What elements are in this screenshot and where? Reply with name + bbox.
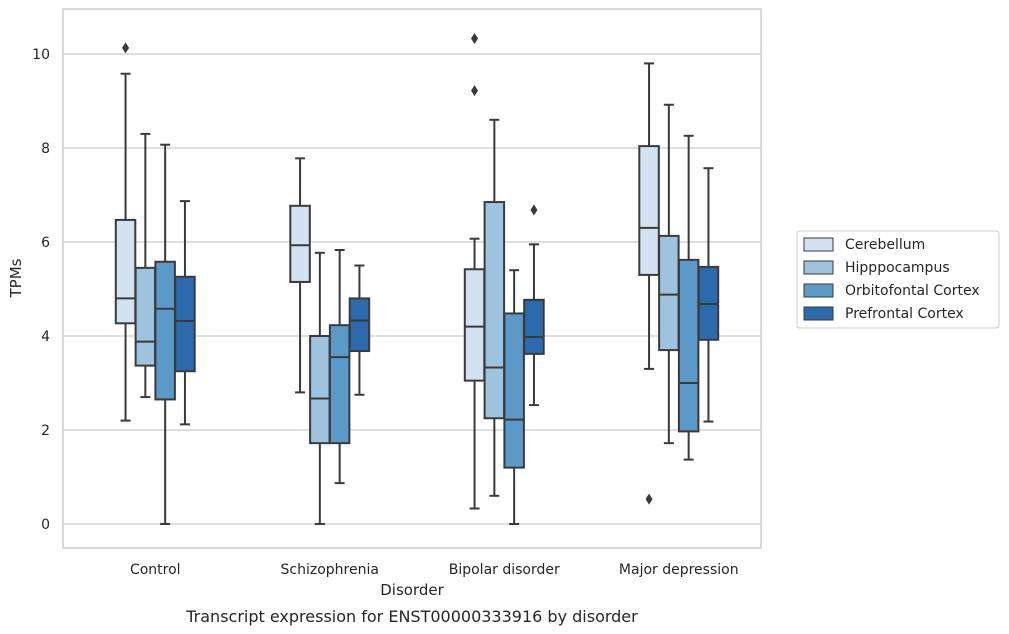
legend-label: Prefrontal Cortex — [845, 306, 964, 322]
box-body — [348, 297, 371, 353]
box-prefrontal-cortex-3 — [697, 167, 720, 423]
x-tick-label: Bipolar disorder — [449, 562, 560, 578]
x-tick-label: Schizophrenia — [281, 562, 379, 578]
outlier-point — [122, 42, 130, 54]
box-prefrontal-cortex-1 — [348, 264, 371, 396]
box-cerebellum-2 — [463, 32, 486, 510]
box-hipppocampus-2 — [483, 118, 506, 497]
x-tick-labels: Control Schizophrenia Bipolar disorder Majo… — [130, 562, 739, 578]
plot-frame — [62, 8, 762, 549]
box-body — [174, 275, 196, 373]
box-body — [114, 218, 137, 325]
box-body — [309, 335, 331, 445]
y-tick-labels: 0 2 4 6 8 10 — [32, 47, 50, 533]
box-body — [134, 266, 157, 367]
legend: Cerebellum Hipppocampus Orbitofontal Corte… — [796, 230, 1000, 329]
box-prefrontal-cortex-2 — [523, 204, 545, 407]
outlier-point — [530, 204, 538, 216]
legend-swatch — [803, 237, 834, 252]
legend-swatch — [803, 306, 834, 321]
y-tick-label: 10 — [32, 47, 50, 63]
box-body — [523, 298, 545, 355]
box-orbitofontal-cortex-0 — [154, 143, 176, 525]
legend-swatch — [803, 260, 834, 275]
outlier-point — [471, 32, 479, 44]
outlier-point — [471, 85, 479, 97]
chart-caption: Transcript expression for ENST0000033391… — [185, 607, 638, 626]
box-body — [658, 234, 680, 352]
y-tick-label: 2 — [41, 423, 50, 439]
outlier-point — [645, 493, 653, 505]
y-tick-label: 6 — [41, 235, 50, 251]
legend-swatch — [803, 283, 834, 298]
box-body — [638, 145, 660, 276]
y-tick-label: 4 — [41, 329, 50, 345]
box-cerebellum-0 — [114, 42, 137, 422]
box-cerebellum-3 — [638, 62, 660, 505]
box-body — [328, 324, 351, 445]
box-cerebellum-1 — [289, 157, 311, 394]
legend-label: Orbitofontal Cortex — [845, 283, 980, 299]
legend-label: Hipppocampus — [845, 260, 950, 276]
legend-frame — [796, 230, 1000, 329]
box-hipppocampus-0 — [134, 132, 157, 399]
legend-label: Cerebellum — [845, 237, 925, 253]
y-tick-label: 0 — [41, 517, 50, 533]
box-body — [503, 312, 525, 469]
box-orbitofontal-cortex-2 — [503, 269, 525, 525]
box-body — [463, 268, 486, 382]
box-body — [154, 260, 176, 401]
box-prefrontal-cortex-0 — [174, 200, 196, 426]
y-tick-label: 8 — [41, 141, 50, 157]
y-axis-label: TPMs — [7, 258, 25, 298]
box-body — [677, 258, 700, 433]
box-body — [483, 201, 506, 420]
box-body — [289, 204, 311, 283]
x-axis-label: Disorder — [380, 581, 444, 599]
box-orbitofontal-cortex-3 — [677, 134, 700, 461]
x-tick-label: Control — [130, 562, 181, 578]
box-groups — [114, 32, 720, 525]
box-orbitofontal-cortex-1 — [328, 248, 351, 485]
x-tick-label: Major depression — [619, 562, 739, 578]
